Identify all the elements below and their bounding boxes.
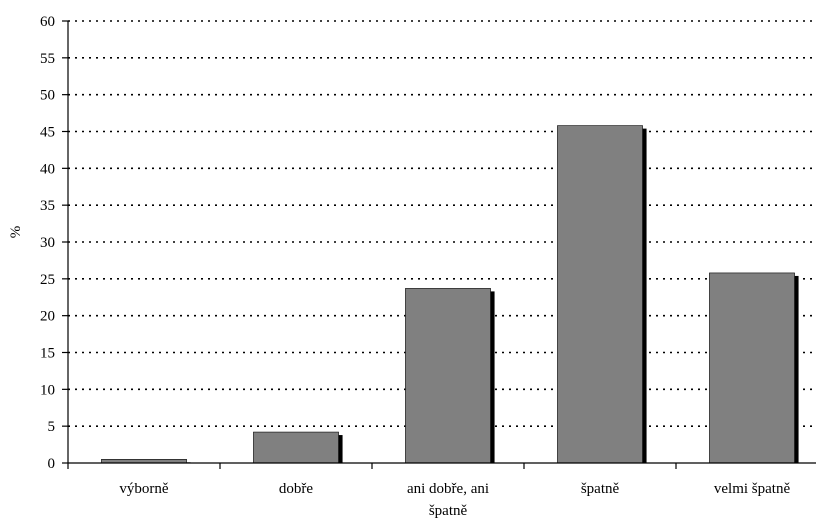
x-category-label-line: velmi špatně [714, 481, 791, 497]
x-category-label-line: výborně [119, 481, 168, 497]
x-category-label: výborně [119, 481, 168, 497]
y-tick-labels: 0 5 10 15 20 25 30 35 40 45 50 55 60 [40, 14, 55, 472]
bar [709, 272, 795, 464]
bar [405, 288, 491, 464]
y-tick-label: 0 [48, 456, 56, 472]
y-tick-label: 10 [40, 382, 55, 398]
y-tick-label: 45 [40, 125, 55, 141]
x-category-label: dobře [279, 481, 313, 497]
y-tick-label: 15 [40, 346, 55, 362]
x-category-label-line: ani dobře, ani [407, 481, 489, 497]
x-category-labels: výborně dobře ani dobře, ani špatně špatně ve… [119, 481, 790, 519]
y-tick-label: 55 [40, 51, 55, 67]
y-tick-label: 20 [40, 309, 55, 325]
y-tick-label: 25 [40, 272, 55, 288]
x-category-label: ani dobře, ani špatně [407, 481, 489, 519]
bar [557, 125, 643, 464]
y-tick-label: 40 [40, 161, 55, 177]
y-tick-label: 35 [40, 198, 55, 214]
y-tick-label: 5 [48, 419, 56, 435]
y-axis-label: % [8, 226, 24, 239]
bars [101, 125, 799, 464]
x-category-label: špatně [581, 481, 620, 497]
bar [253, 431, 339, 464]
y-tick-label: 60 [40, 14, 55, 30]
y-tick-label: 30 [40, 235, 55, 251]
y-tick-label: 50 [40, 88, 55, 104]
x-category-label: velmi špatně [714, 481, 791, 497]
gridlines [68, 20, 816, 427]
x-category-label-line: dobře [279, 481, 313, 497]
axes [62, 20, 816, 469]
x-category-label-line: špatně [429, 503, 468, 519]
x-category-label-line: špatně [581, 481, 620, 497]
